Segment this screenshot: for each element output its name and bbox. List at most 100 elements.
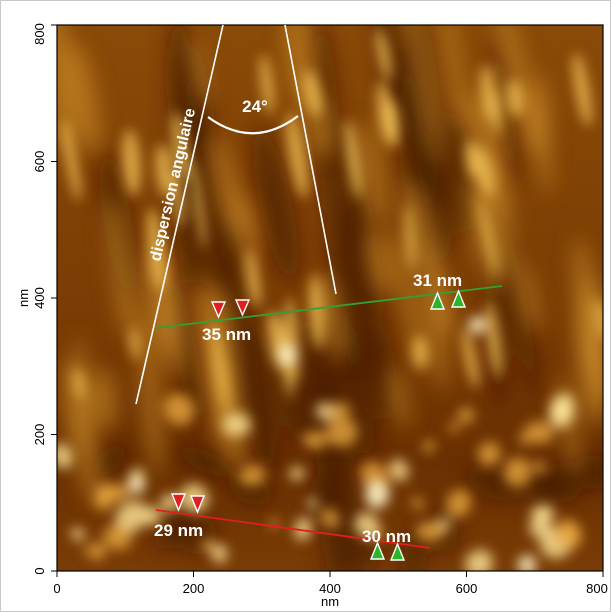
afm-ridge-core (480, 64, 496, 122)
afm-grain (389, 458, 409, 482)
afm-ridge-core (461, 328, 479, 389)
afm-grain (306, 497, 318, 509)
afm-grain (111, 484, 130, 502)
afm-patch (229, 474, 274, 506)
x-tick-800: 800 (586, 581, 608, 596)
afm-ridge-core (286, 112, 308, 199)
green-profile: 35 nm 31 nm (155, 271, 503, 344)
afm-ridge-core (191, 160, 207, 249)
afm-ridge-core (309, 274, 325, 349)
afm-ridge-core (382, 99, 400, 149)
image-border (56, 24, 604, 572)
y-tick-400: 400 (32, 287, 47, 309)
afm-grain (115, 501, 148, 533)
afm-grain (446, 489, 472, 518)
afm-patch (174, 445, 237, 478)
afm-grain (294, 517, 312, 541)
afm-grain (93, 489, 113, 511)
green-left-label: 35 nm (202, 325, 251, 344)
x-tick-200: 200 (183, 581, 205, 596)
down-marker (210, 301, 227, 319)
afm-ridge-core (129, 327, 140, 360)
afm-groove (371, 25, 409, 145)
afm-grain (211, 543, 228, 564)
red-left-label: 29 nm (154, 521, 203, 540)
afm-grain (289, 466, 305, 481)
afm-grain (553, 522, 582, 550)
x-axis: 0 200 400 600 800 nm (53, 571, 608, 609)
afm-grain (525, 421, 554, 444)
afm-grain (519, 431, 530, 446)
afm-grain (532, 461, 548, 473)
afm-patch (92, 444, 127, 477)
afm-groove (417, 129, 451, 264)
afm-grain (416, 521, 444, 542)
red-profile: 29 nm 30 nm (154, 493, 431, 561)
afm-grain (239, 464, 266, 486)
green-right-label: 31 nm (413, 271, 462, 290)
down-marker (189, 495, 206, 514)
afm-grain (201, 539, 214, 552)
afm-grain (163, 393, 195, 426)
afm-ridge-core (171, 112, 190, 180)
afm-ridge-core (211, 324, 229, 413)
afm-grain (320, 508, 340, 528)
afm-grain (70, 527, 85, 541)
afm-ridge (402, 179, 441, 288)
afm-groove (239, 315, 277, 473)
afm-patch (570, 454, 603, 490)
afm-highlight (518, 555, 536, 571)
afm-grain (422, 439, 435, 453)
angle-arc (207, 115, 299, 135)
afm-grain (90, 542, 106, 561)
afm-groove (193, 98, 227, 310)
afm-ridge (365, 228, 394, 297)
afm-grain (329, 402, 351, 419)
afm-grain (360, 461, 387, 489)
afm-ridge-core (73, 367, 85, 400)
afm-ridge-core (506, 79, 524, 118)
afm-ridge-core (260, 54, 274, 115)
y-tick-600: 600 (32, 151, 47, 173)
afm-ridge (188, 36, 211, 107)
afm-ridge-core (345, 118, 363, 199)
afm-ridge-core (155, 144, 174, 198)
up-marker (369, 541, 386, 560)
x-tick-0: 0 (53, 581, 60, 596)
afm-ridge-core (465, 140, 482, 179)
afm-ridge (90, 367, 117, 431)
afm-ridge (359, 119, 385, 227)
afm-highlight (129, 476, 145, 494)
afm-ridge-core (485, 301, 502, 378)
y-axis: 0 200 400 600 800 nm (16, 23, 57, 575)
afm-highlight (365, 481, 389, 509)
afm-grain (354, 512, 380, 538)
afm-ridge (105, 198, 138, 342)
afm-topography-image (57, 25, 603, 571)
afm-groove (366, 322, 394, 422)
afm-grain (448, 422, 460, 433)
afm-ridge-core (478, 197, 498, 278)
green-profile-line (155, 285, 503, 329)
angular-dispersion-lines: 24° dispersion angulaire (135, 24, 337, 405)
afm-ridge-core (412, 335, 428, 369)
afm-ridge-core (245, 249, 261, 308)
afm-highlight (278, 345, 296, 365)
afm-grain (302, 431, 328, 449)
afm-grain (477, 442, 501, 466)
afm-grain (457, 407, 475, 424)
afm-groove (490, 39, 519, 183)
y-tick-200: 200 (32, 424, 47, 446)
afm-ridge-core (595, 299, 603, 341)
afm-ridge-core (375, 28, 392, 80)
afm-ridge-core (61, 119, 81, 201)
afm-ridge (514, 258, 540, 334)
up-marker (450, 289, 467, 308)
afm-grain (549, 399, 575, 429)
afm-grain (103, 525, 132, 550)
red-profile-line (155, 509, 431, 549)
down-marker (170, 493, 187, 512)
afm-ridge (211, 135, 244, 241)
y-tick-0: 0 (32, 567, 47, 574)
afm-ridge-core (572, 52, 592, 127)
